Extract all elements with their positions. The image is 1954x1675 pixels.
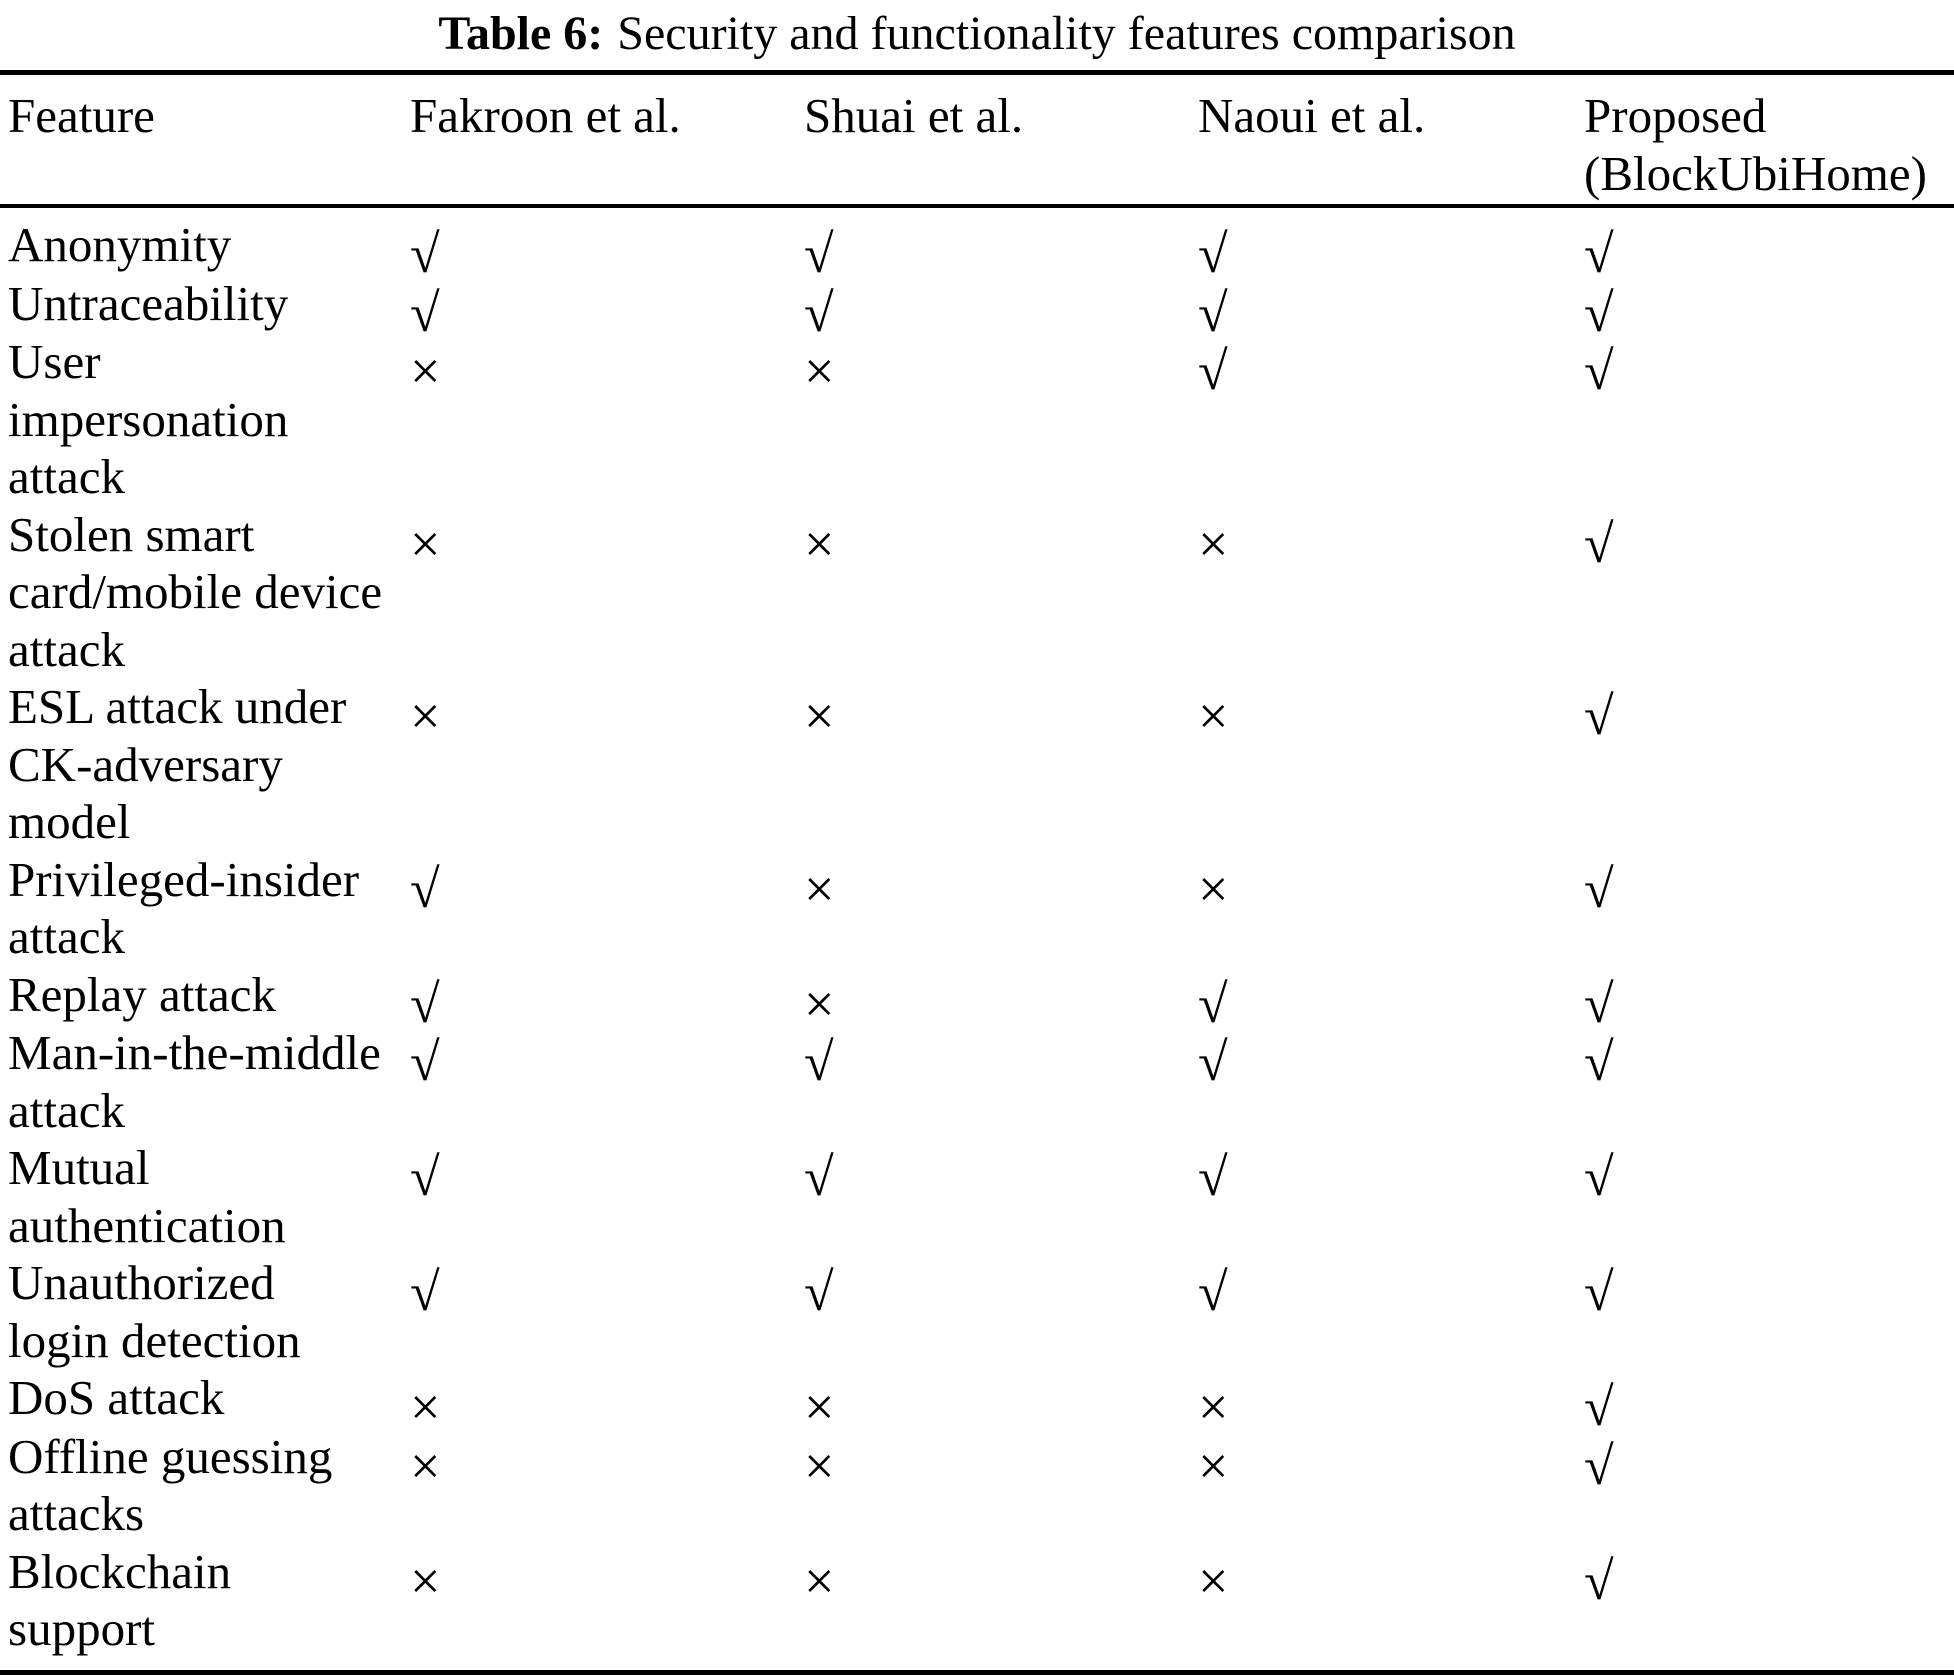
check-mark: √ — [1584, 1550, 1614, 1611]
feature-cell: Stolen smart card/mobile device attack — [8, 506, 383, 677]
feature-cell: Blockchain support — [8, 1543, 232, 1657]
cross-mark: × — [410, 686, 441, 746]
table-row: Blockchain support × × × √ — [0, 1543, 1954, 1673]
check-mark: √ — [410, 858, 440, 919]
check-mark: √ — [1198, 224, 1228, 284]
check-mark: √ — [410, 1262, 440, 1322]
table-row: ESL attack under CK-adversary model × × … — [0, 678, 1954, 851]
col-header-naoui: Naoui et al. — [1194, 72, 1580, 208]
table-row: Offline guessing attacks × × × √ — [0, 1428, 1954, 1543]
cross-mark: × — [804, 1550, 835, 1611]
table-row: Man-in-the-middle attack √ √ √ √ — [0, 1024, 1954, 1139]
feature-cell: Mutual authentication — [8, 1140, 286, 1253]
check-mark: √ — [804, 1032, 834, 1092]
check-mark: √ — [1584, 224, 1614, 284]
check-mark: √ — [1584, 1032, 1614, 1092]
col-header-shuai: Shuai et al. — [800, 72, 1194, 208]
table-caption: Table 6: Security and functionality featu… — [0, 0, 1954, 70]
col-header-feature: Feature — [0, 72, 406, 208]
feature-cell: DoS attack — [8, 1370, 225, 1425]
cross-mark: × — [804, 513, 835, 574]
header-row: Feature Fakroon et al. Shuai et al. Naou… — [0, 72, 1954, 208]
cross-mark: × — [410, 513, 441, 574]
feature-cell: Offline guessing attacks — [8, 1428, 333, 1542]
cross-mark: × — [804, 1435, 835, 1496]
cross-mark: × — [804, 973, 835, 1034]
check-mark: √ — [1198, 973, 1228, 1034]
check-mark: √ — [804, 282, 834, 343]
feature-cell: Man-in-the-middle attack — [8, 1025, 381, 1138]
cross-mark: × — [410, 1550, 441, 1611]
feature-cell: Unauthorized login detection — [8, 1255, 301, 1368]
check-mark: √ — [1198, 1147, 1228, 1207]
feature-cell: User impersonation attack — [8, 334, 289, 504]
check-mark: √ — [804, 1262, 834, 1322]
table-row: Mutual authentication √ √ √ √ — [0, 1139, 1954, 1254]
cross-mark: × — [410, 1435, 441, 1496]
table-row: User impersonation attack × × √ √ — [0, 333, 1954, 506]
table-row: Untraceability √ √ √ √ — [0, 275, 1954, 342]
check-mark: √ — [804, 1147, 834, 1207]
cross-mark: × — [804, 686, 835, 746]
table-caption-text: Security and functionality features comp… — [617, 7, 1516, 60]
table-row: Stolen smart card/mobile device attack ×… — [0, 506, 1954, 679]
cross-mark: × — [804, 858, 835, 919]
check-mark: √ — [1584, 1147, 1614, 1207]
check-mark: √ — [1584, 686, 1614, 746]
check-mark: √ — [410, 224, 440, 284]
cross-mark: × — [410, 1377, 441, 1437]
cross-mark: × — [1198, 513, 1229, 574]
feature-cell: Untraceability — [8, 275, 289, 331]
check-mark: √ — [1198, 341, 1228, 401]
cross-mark: × — [1198, 686, 1229, 746]
col-header-fakroon: Fakroon et al. — [406, 72, 800, 208]
cross-mark: × — [1198, 1377, 1229, 1437]
check-mark: √ — [1584, 858, 1614, 919]
col-header-proposed: Proposed (BlockUbiHome) — [1580, 72, 1954, 208]
cross-mark: × — [1198, 1550, 1229, 1611]
feature-cell: Privileged-insider attack — [8, 851, 360, 965]
check-mark: √ — [1584, 341, 1614, 401]
table-caption-label: Table 6: — [438, 7, 604, 60]
feature-cell: Replay attack — [8, 966, 277, 1022]
table-row: DoS attack × × × √ — [0, 1369, 1954, 1436]
check-mark: √ — [1584, 1377, 1614, 1437]
table-row: Privileged-insider attack √ × × √ — [0, 851, 1954, 966]
check-mark: √ — [410, 282, 440, 343]
check-mark: √ — [1198, 1032, 1228, 1092]
check-mark: √ — [1584, 1435, 1614, 1496]
table-row: Unauthorized login detection √ √ √ √ — [0, 1254, 1954, 1369]
check-mark: √ — [410, 973, 440, 1034]
check-mark: √ — [410, 1032, 440, 1092]
cross-mark: × — [804, 341, 835, 401]
table-row: Anonymity √ √ √ √ — [0, 206, 1954, 283]
cross-mark: × — [1198, 1435, 1229, 1496]
check-mark: √ — [410, 1147, 440, 1207]
check-mark: √ — [1584, 1262, 1614, 1322]
check-mark: √ — [804, 224, 834, 284]
cross-mark: × — [1198, 858, 1229, 919]
cross-mark: × — [410, 341, 441, 401]
feature-cell: ESL attack under CK-adversary model — [8, 679, 347, 849]
check-mark: √ — [1584, 513, 1614, 574]
comparison-table: Feature Fakroon et al. Shuai et al. Naou… — [0, 70, 1954, 1675]
feature-cell: Anonymity — [8, 217, 232, 272]
cross-mark: × — [804, 1377, 835, 1437]
table-row: Replay attack √ × √ √ — [0, 966, 1954, 1033]
check-mark: √ — [1584, 973, 1614, 1034]
check-mark: √ — [1198, 282, 1228, 343]
check-mark: √ — [1584, 282, 1614, 343]
check-mark: √ — [1198, 1262, 1228, 1322]
